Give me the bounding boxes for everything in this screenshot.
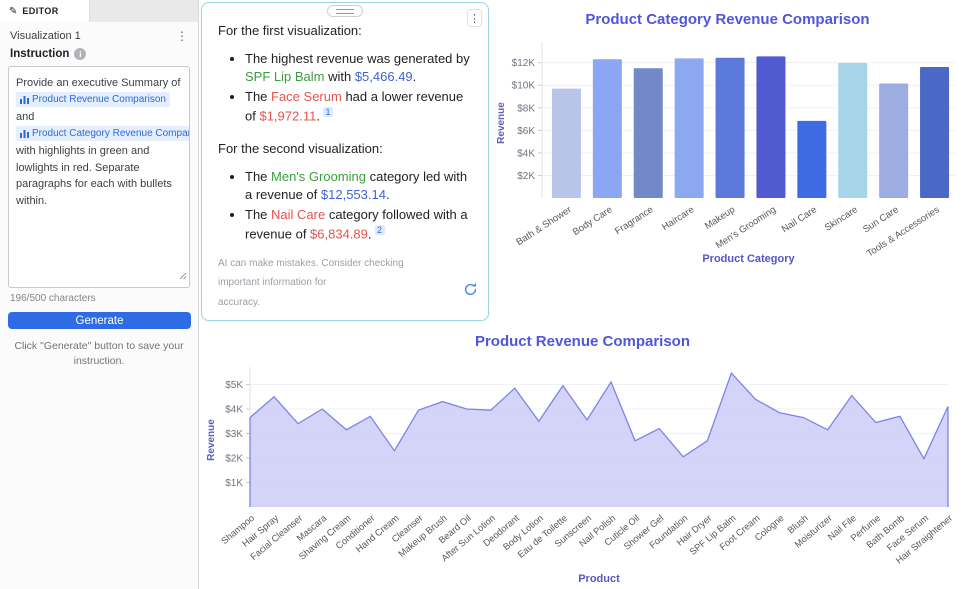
visualization-menu-icon[interactable]: ⋮ [176,29,188,43]
svg-text:Body Care: Body Care [571,204,615,238]
tab-editor[interactable]: ✎ EDITOR [0,0,90,22]
bar-Body Care[interactable] [592,59,622,198]
bar-chart-svg: $2K $4K $6K $8K $10K $12K Revenue Product Categ… [496,42,955,265]
svg-text:$2K: $2K [517,171,535,182]
svg-text:Fragrance: Fragrance [613,204,655,237]
bar-Skincare[interactable] [838,62,868,198]
chart-icon [20,129,29,138]
generate-hint: Click "Generate" button to save your ins… [14,340,184,367]
summary-content: For the first visualization: The highest … [202,3,488,243]
bar-Men's Grooming[interactable] [756,56,786,198]
svg-text:Skincare: Skincare [823,204,860,233]
bar-Tools & Accessories[interactable] [920,66,950,198]
instruction-label: Instruction [10,48,70,60]
svg-text:$2K: $2K [225,454,243,465]
summary-bullets: The highest revenue was generated by SPF… [218,50,472,125]
disclaimer-line-1: AI can make mistakes. Consider checking … [218,257,404,289]
summary-bullet: The Face Serum had a lower revenue of $1… [245,88,472,125]
summary-intro: For the second visualization: [218,141,383,157]
svg-text:$4K: $4K [225,405,243,416]
summary-menu-icon[interactable]: ⋮ [467,9,482,27]
svg-text:$1K: $1K [225,478,243,489]
bar-Sun Care[interactable] [879,83,909,198]
svg-text:Makeup: Makeup [703,204,737,232]
svg-text:$10K: $10K [512,81,536,92]
info-icon[interactable]: i [74,48,87,60]
chart-icon [20,95,29,104]
summary-bullet: The Men's Grooming category led with a r… [245,168,472,203]
editor-tab-label: EDITOR [22,6,59,16]
area-chart-svg: $1K$2K$3K$4K$5KRevenueProductShampooHair… [206,367,954,585]
instruction-input[interactable]: Provide an executive Summary of Product … [8,66,190,288]
bar-chart-title: Product Category Revenue Comparison [585,11,870,28]
pencil-icon: ✎ [9,5,18,17]
chart-reference-chip[interactable]: Product Category Revenue Comparison [16,125,189,141]
summary-bullet: The Nail Care category followed with a r… [245,206,472,243]
drag-handle[interactable] [327,5,363,17]
area-chart-panel: Product Revenue Comparison $1K $2K $3K $4K $… [200,325,965,589]
summary-intro: For the first visualization: [218,23,362,38]
editor-sidebar: ✎ EDITOR Visualization 1 ⋮ Instruction i… [0,0,199,589]
area-series[interactable] [250,373,948,507]
bar-Bath & Shower[interactable] [551,88,581,198]
resize-handle-icon[interactable] [179,269,187,286]
chart-reference-chip[interactable]: Product Revenue Comparison [16,91,170,107]
svg-text:$8K: $8K [517,103,535,114]
svg-text:$12K: $12K [512,58,536,69]
svg-text:$3K: $3K [225,429,243,440]
svg-text:Bath & Shower: Bath & Shower [514,204,573,248]
svg-text:Revenue: Revenue [496,102,507,144]
bar-Nail Care[interactable] [797,120,827,198]
svg-text:Tools & Accessories: Tools & Accessories [865,204,942,259]
citation-link[interactable]: 2 [374,225,385,236]
svg-text:$5K: $5K [225,380,243,391]
ai-summary-panel: ⋮ For the first visualization: The highes… [201,2,489,321]
svg-text:Haircare: Haircare [660,204,696,233]
citation-link[interactable]: 1 [322,107,333,118]
generate-button[interactable]: Generate [8,312,191,329]
bar-chart-panel: Product Category Revenue Comparison $2K $… [490,0,965,325]
summary-bullet: The highest revenue was generated by SPF… [245,50,472,85]
summary-bullets: The Men's Grooming category led with a r… [218,168,472,243]
area-chart-title: Product Revenue Comparison [474,333,691,350]
svg-text:Product: Product [578,573,620,585]
ai-disclaimer: AI can make mistakes. Consider checking … [218,254,446,313]
svg-text:Product Category: Product Category [702,253,795,265]
visualization-label: Visualization 1 [10,30,81,42]
tab-strip: ✎ EDITOR [0,0,198,22]
bar-Haircare[interactable] [674,58,704,198]
character-count: 196/500 characters [10,293,96,304]
refresh-icon[interactable] [462,282,478,298]
disclaimer-line-2: accuracy. [218,296,261,308]
bar-Fragrance[interactable] [633,68,663,198]
svg-text:Revenue: Revenue [206,419,217,461]
svg-text:$4K: $4K [517,148,535,159]
bar-Makeup[interactable] [715,57,745,199]
svg-text:$6K: $6K [517,126,535,137]
svg-text:Nail Care: Nail Care [780,204,819,235]
